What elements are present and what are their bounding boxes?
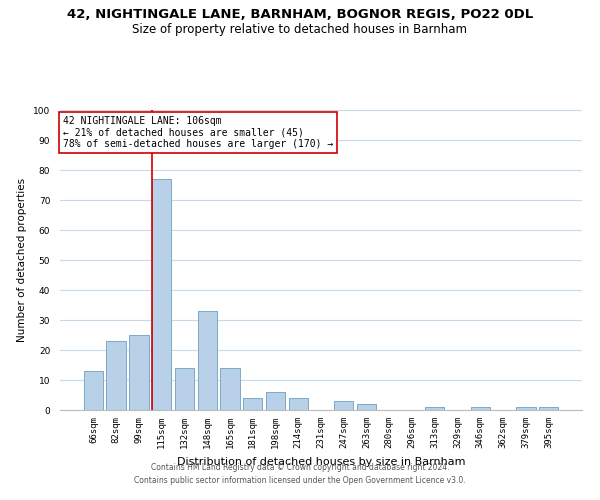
Text: 42 NIGHTINGALE LANE: 106sqm
← 21% of detached houses are smaller (45)
78% of sem: 42 NIGHTINGALE LANE: 106sqm ← 21% of det… xyxy=(62,116,333,149)
Bar xyxy=(197,311,217,410)
Bar xyxy=(470,407,490,410)
Y-axis label: Number of detached properties: Number of detached properties xyxy=(17,178,28,342)
Bar xyxy=(357,404,376,410)
Text: Contains public sector information licensed under the Open Government Licence v3: Contains public sector information licen… xyxy=(134,476,466,485)
Bar xyxy=(243,398,262,410)
Bar xyxy=(152,179,172,410)
Bar xyxy=(425,407,445,410)
Bar xyxy=(289,398,308,410)
Text: 42, NIGHTINGALE LANE, BARNHAM, BOGNOR REGIS, PO22 0DL: 42, NIGHTINGALE LANE, BARNHAM, BOGNOR RE… xyxy=(67,8,533,20)
Bar xyxy=(129,335,149,410)
Bar xyxy=(84,371,103,410)
Bar xyxy=(266,392,285,410)
Text: Contains HM Land Registry data © Crown copyright and database right 2024.: Contains HM Land Registry data © Crown c… xyxy=(151,464,449,472)
Bar xyxy=(334,401,353,410)
Bar xyxy=(516,407,536,410)
Bar xyxy=(106,341,126,410)
X-axis label: Distribution of detached houses by size in Barnham: Distribution of detached houses by size … xyxy=(177,457,465,467)
Text: Size of property relative to detached houses in Barnham: Size of property relative to detached ho… xyxy=(133,22,467,36)
Bar xyxy=(175,368,194,410)
Bar xyxy=(539,407,558,410)
Bar xyxy=(220,368,239,410)
